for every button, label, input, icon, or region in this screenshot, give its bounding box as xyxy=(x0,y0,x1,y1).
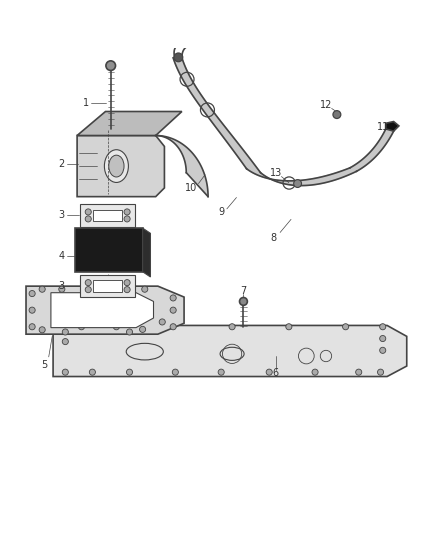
Circle shape xyxy=(333,111,341,118)
Polygon shape xyxy=(173,58,261,173)
Ellipse shape xyxy=(104,150,128,182)
Circle shape xyxy=(170,307,176,313)
Circle shape xyxy=(39,286,45,292)
Circle shape xyxy=(127,369,133,375)
Circle shape xyxy=(159,319,165,325)
Polygon shape xyxy=(26,286,184,334)
FancyBboxPatch shape xyxy=(81,275,135,297)
Circle shape xyxy=(142,286,148,292)
FancyBboxPatch shape xyxy=(93,209,122,221)
Circle shape xyxy=(113,324,120,330)
Polygon shape xyxy=(386,122,399,131)
FancyBboxPatch shape xyxy=(93,280,122,292)
Circle shape xyxy=(127,329,133,335)
Text: 10: 10 xyxy=(184,183,197,193)
Text: 4: 4 xyxy=(59,251,65,261)
Text: 8: 8 xyxy=(271,233,277,243)
Circle shape xyxy=(218,369,224,375)
Text: 1: 1 xyxy=(83,98,89,108)
Circle shape xyxy=(78,324,85,330)
Text: 3: 3 xyxy=(59,281,65,291)
Polygon shape xyxy=(143,228,150,277)
Circle shape xyxy=(380,324,386,330)
Circle shape xyxy=(380,335,386,342)
Circle shape xyxy=(106,61,116,70)
FancyBboxPatch shape xyxy=(81,204,135,227)
Text: 6: 6 xyxy=(273,368,279,378)
Circle shape xyxy=(39,327,45,333)
Circle shape xyxy=(29,290,35,297)
Polygon shape xyxy=(51,293,153,328)
Circle shape xyxy=(124,287,130,293)
Circle shape xyxy=(85,287,91,293)
Circle shape xyxy=(85,216,91,222)
Circle shape xyxy=(378,369,384,375)
Circle shape xyxy=(286,324,292,330)
Circle shape xyxy=(240,297,247,305)
Circle shape xyxy=(312,369,318,375)
Circle shape xyxy=(140,326,146,333)
Circle shape xyxy=(124,280,130,286)
Circle shape xyxy=(62,338,68,345)
Ellipse shape xyxy=(109,155,124,177)
Circle shape xyxy=(356,369,362,375)
Text: 13: 13 xyxy=(270,168,282,177)
Circle shape xyxy=(172,369,178,375)
Circle shape xyxy=(85,209,91,215)
Circle shape xyxy=(174,53,183,62)
Circle shape xyxy=(59,286,65,292)
Circle shape xyxy=(380,348,386,353)
Text: 3: 3 xyxy=(59,211,65,221)
Circle shape xyxy=(89,369,95,375)
Text: 7: 7 xyxy=(240,286,246,296)
Polygon shape xyxy=(77,111,182,135)
Circle shape xyxy=(29,307,35,313)
Text: 2: 2 xyxy=(59,159,65,169)
Polygon shape xyxy=(350,129,394,171)
Circle shape xyxy=(293,180,301,188)
Circle shape xyxy=(29,324,35,330)
Circle shape xyxy=(229,324,235,330)
Polygon shape xyxy=(53,326,407,376)
Text: 5: 5 xyxy=(41,360,47,370)
Circle shape xyxy=(266,369,272,375)
Polygon shape xyxy=(247,168,357,185)
Text: 11: 11 xyxy=(377,122,389,132)
Circle shape xyxy=(343,324,349,330)
Circle shape xyxy=(124,216,130,222)
Polygon shape xyxy=(155,135,208,197)
Circle shape xyxy=(170,295,176,301)
Circle shape xyxy=(85,280,91,286)
Circle shape xyxy=(62,369,68,375)
Text: 12: 12 xyxy=(320,100,332,110)
Text: 9: 9 xyxy=(218,207,224,217)
Polygon shape xyxy=(77,135,164,197)
Circle shape xyxy=(62,329,68,335)
FancyBboxPatch shape xyxy=(75,228,143,272)
Circle shape xyxy=(170,324,176,330)
Circle shape xyxy=(124,209,130,215)
